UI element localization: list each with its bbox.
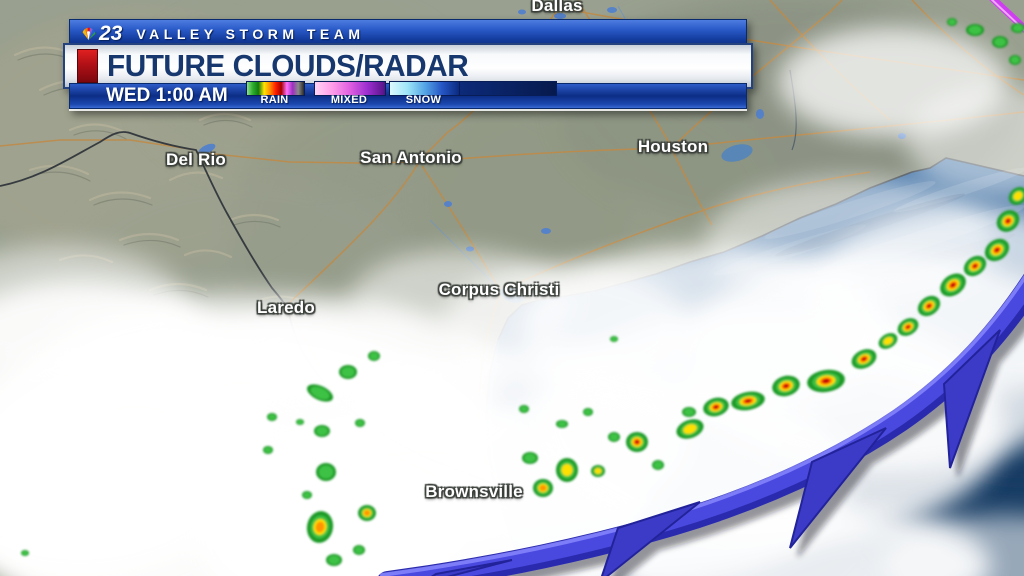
city-label: Dallas — [531, 0, 583, 15]
radar-cell — [917, 295, 941, 317]
radar-cell — [314, 425, 330, 437]
city-label: Del Rio — [166, 150, 226, 169]
city-label: Laredo — [257, 298, 315, 317]
radar-cell — [316, 463, 336, 481]
radar-cell — [851, 349, 877, 369]
radar-cell — [519, 405, 529, 413]
radar-cell — [358, 505, 376, 521]
radar-layer — [21, 18, 1024, 566]
radar-cell — [556, 458, 578, 482]
radar-cell — [326, 554, 342, 566]
radar-cell — [610, 336, 618, 342]
legend-label-mixed: MIXED — [330, 94, 368, 106]
lake-amistad — [198, 143, 216, 155]
radar-cell — [731, 391, 765, 411]
header-banner: 23 VALLEY STORM TEAM FUTURE CLOUDS/RADAR… — [63, 19, 753, 109]
legend-label-snow: SNOW — [405, 94, 442, 106]
radar-cell — [533, 479, 553, 497]
radar-cell — [296, 419, 304, 425]
peacock-icon — [82, 27, 96, 40]
station-logo: 23 — [80, 23, 122, 44]
radar-cell — [339, 365, 357, 379]
radar-cell — [652, 460, 664, 470]
radar-cell — [608, 432, 620, 442]
radar-cell — [302, 491, 312, 499]
legend-label-rain: RAIN — [260, 94, 289, 106]
mixed-boundary — [989, 0, 1024, 34]
radar-cell — [355, 419, 365, 427]
radar-cell — [966, 24, 984, 36]
radar-cell — [897, 318, 919, 336]
radar-cell — [591, 465, 605, 477]
radar-cell — [583, 408, 593, 416]
radar-cell — [947, 18, 957, 26]
radar-cell — [626, 432, 648, 452]
radar-cell — [1011, 23, 1024, 33]
city-label: San Antonio — [360, 148, 462, 167]
radar-cell — [263, 446, 273, 454]
radar-cell — [676, 419, 704, 439]
station-name: VALLEY STORM TEAM — [136, 25, 365, 42]
legend-swatch-tail — [459, 81, 557, 96]
cloud-layer — [0, 27, 1024, 576]
radar-cell — [807, 369, 845, 393]
radar-cell — [682, 407, 696, 417]
radar-cell — [267, 413, 277, 421]
radar-cell — [353, 545, 365, 555]
legend-swatch-rain — [246, 81, 305, 96]
radar-cell — [992, 36, 1008, 48]
galveston-bay — [721, 144, 753, 162]
graphic-title: FUTURE CLOUDS/RADAR — [107, 48, 469, 83]
radar-cell — [940, 273, 966, 297]
radar-cell — [963, 255, 987, 277]
radar-cell — [703, 397, 729, 417]
city-label: Corpus Christi — [438, 280, 560, 299]
radar-cell — [772, 375, 800, 397]
channel-number: 23 — [99, 22, 123, 45]
city-label: Houston — [637, 137, 709, 156]
radar-cell — [878, 333, 898, 349]
radar-cell — [368, 351, 380, 361]
red-accent-bar — [77, 49, 98, 83]
radar-cell — [1008, 187, 1024, 205]
legend-swatch-mixed — [314, 81, 386, 96]
radar-cell — [984, 238, 1010, 262]
cold-front-triangles — [430, 329, 1001, 576]
radar-cell — [556, 420, 568, 428]
radar-cell — [306, 384, 334, 402]
radar-cell — [21, 550, 29, 556]
radar-cell — [306, 511, 334, 543]
city-label: Brownsville — [425, 482, 523, 501]
radar-cell — [996, 210, 1020, 232]
cold-front — [378, 273, 1024, 576]
radar-cell — [522, 452, 538, 464]
time-legend-bar: WED 1:00 AM RAIN MIXED SNOW — [69, 81, 747, 109]
valid-time: WED 1:00 AM — [106, 85, 228, 106]
radar-cell — [1009, 55, 1021, 65]
